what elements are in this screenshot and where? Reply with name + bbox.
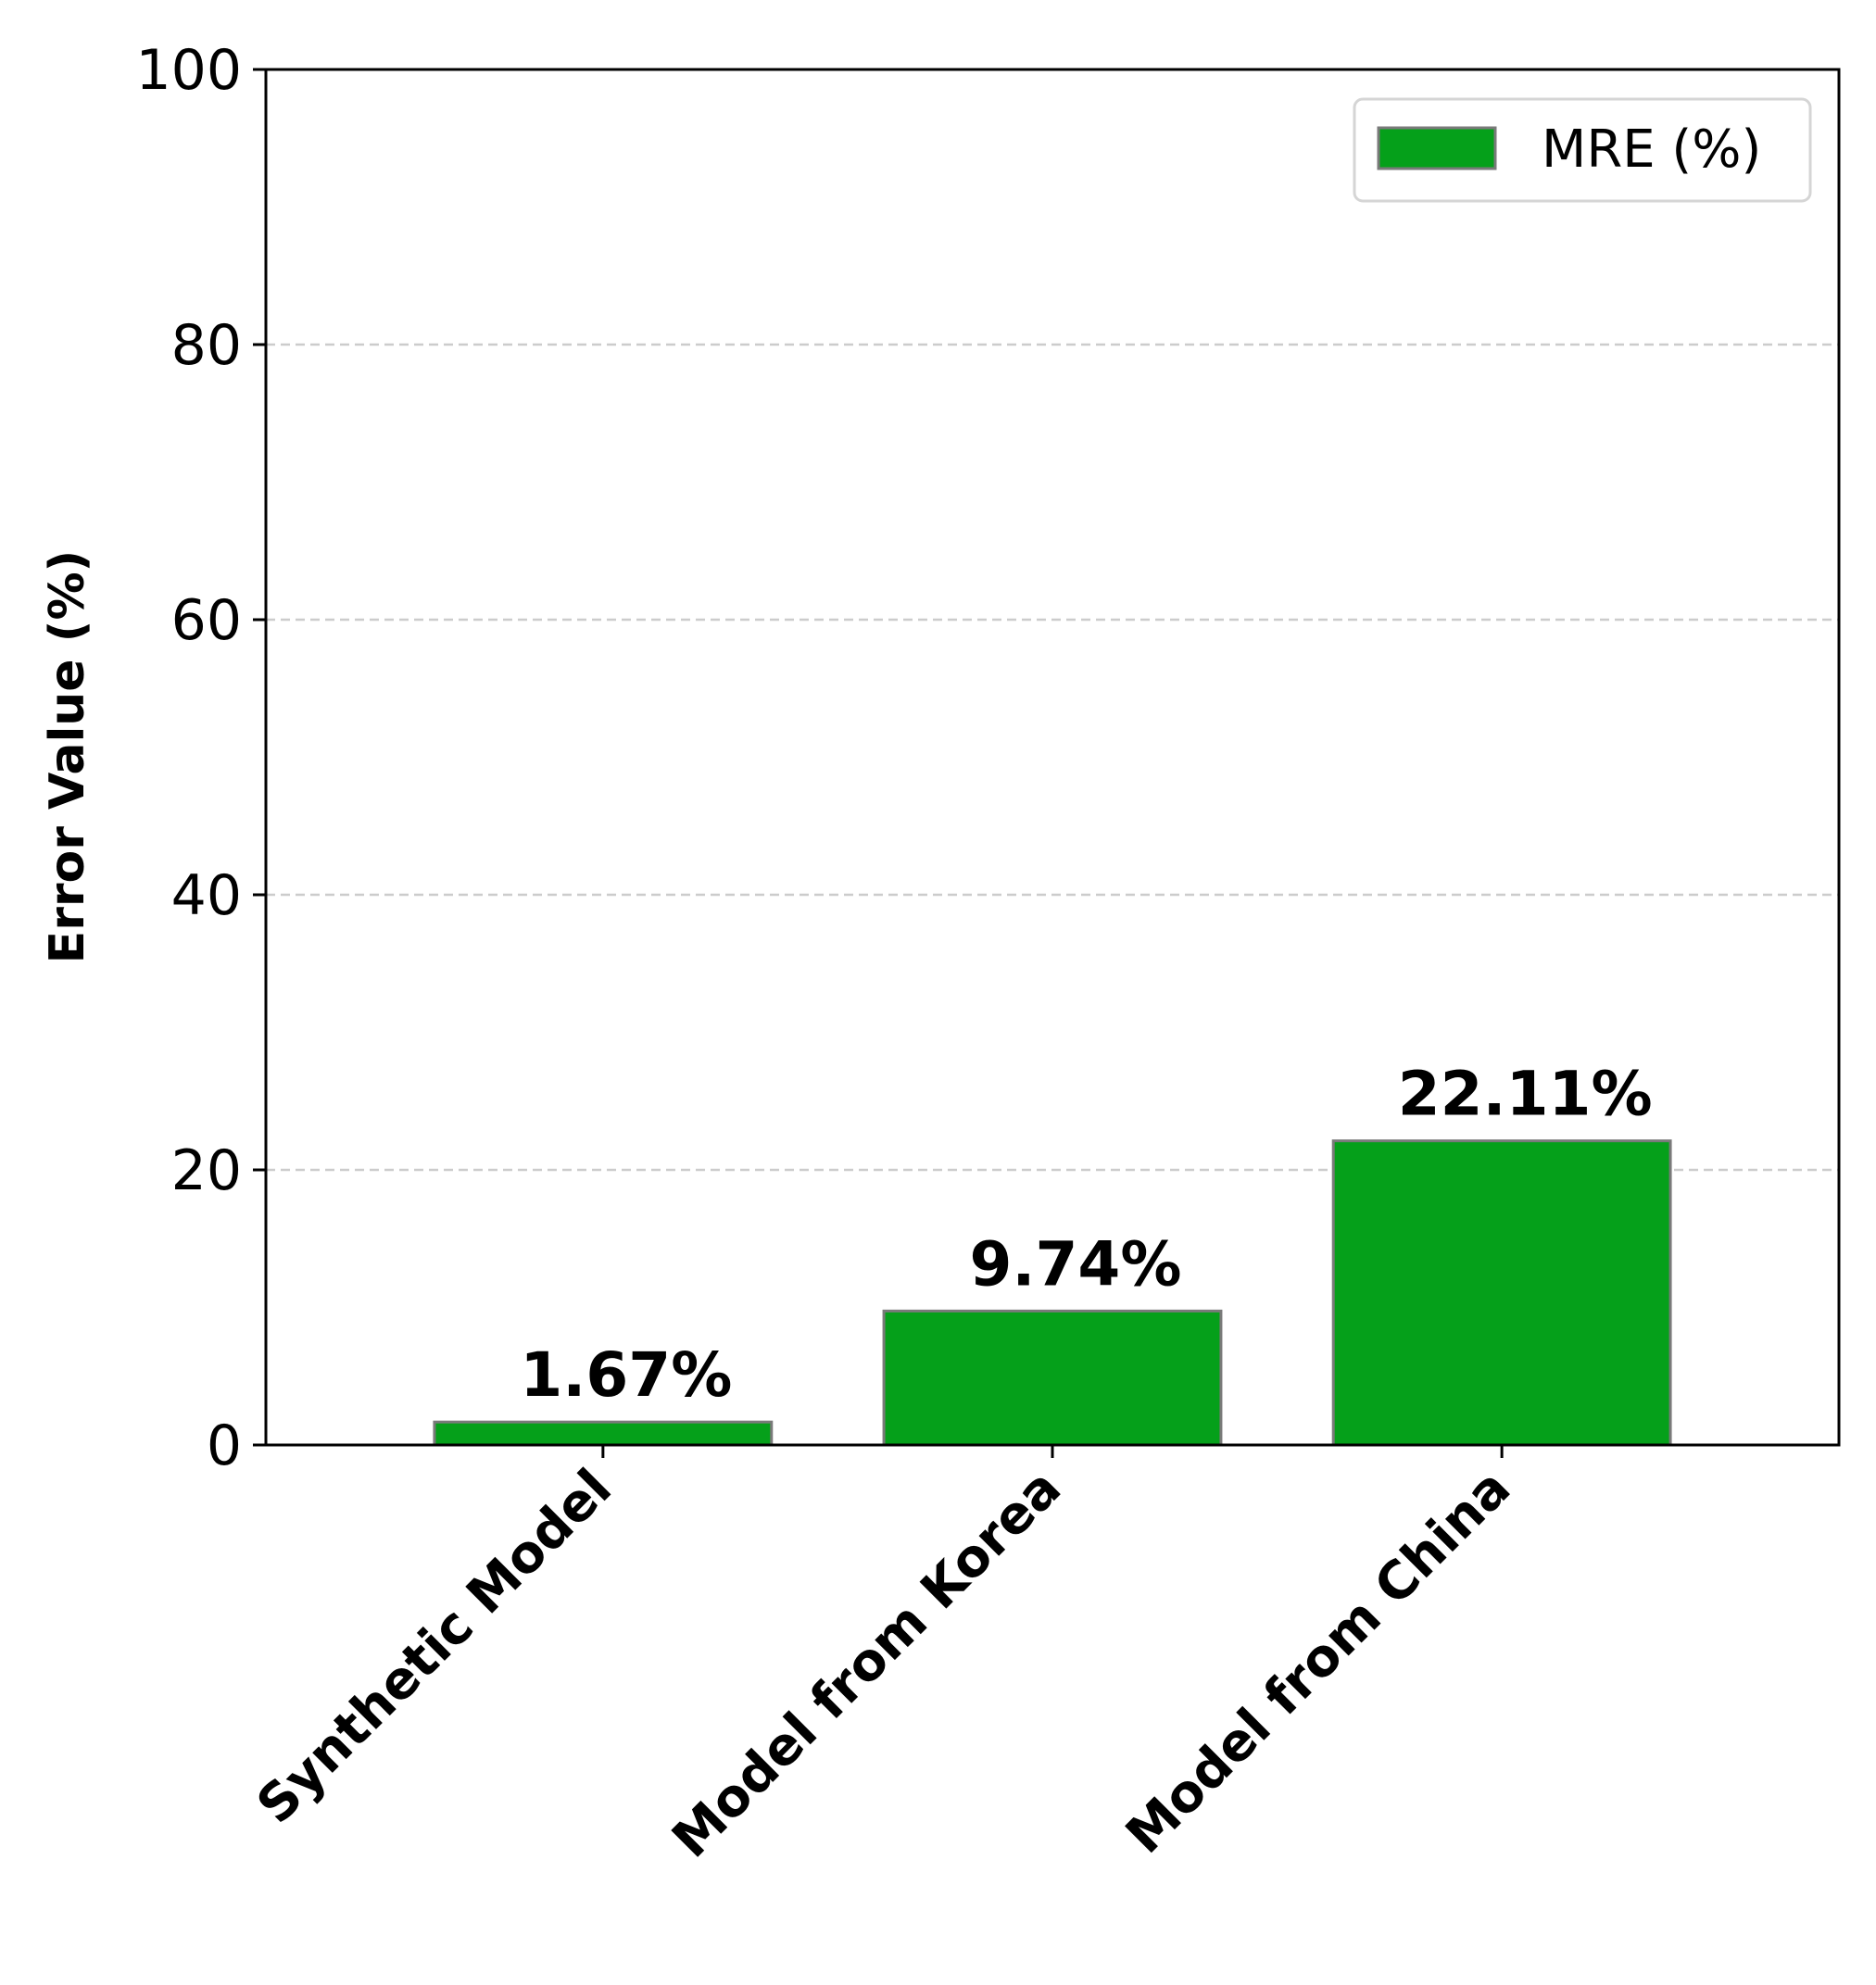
x-tick-label: Model from Korea [661,1458,1072,1869]
x-tick-label: Synthetic Model [246,1458,623,1836]
y-tick-label: 0 [207,1413,242,1478]
y-tick-label: 20 [171,1138,242,1203]
bar [882,1309,1223,1447]
legend-swatch [1377,126,1497,170]
legend-frame [1353,97,1812,203]
y-axis-label: Error Value (%) [40,550,95,964]
bar [433,1420,774,1447]
x-tick-labels: Synthetic Model Model from Korea Model fro… [246,1458,1522,1869]
axis-ticks: 0 20 40 60 80 100 [135,38,1504,1478]
y-tick-label: 60 [171,588,242,653]
grid-lines [266,343,1839,1172]
y-tick-label: 40 [171,863,242,928]
bar [1331,1139,1672,1447]
legend: MRE (%) [1353,97,1812,203]
x-tick-label: Model from China [1114,1458,1522,1866]
y-tick-label: 100 [135,38,242,103]
data-labels: 1.67% 9.74% 22.11% [520,1059,1652,1412]
legend-label: MRE (%) [1542,119,1761,180]
bar-data-label: 1.67% [520,1339,732,1411]
bar-data-label: 22.11% [1398,1059,1653,1130]
y-tick-label: 80 [171,313,242,378]
bar-data-label: 9.74% [970,1228,1182,1300]
